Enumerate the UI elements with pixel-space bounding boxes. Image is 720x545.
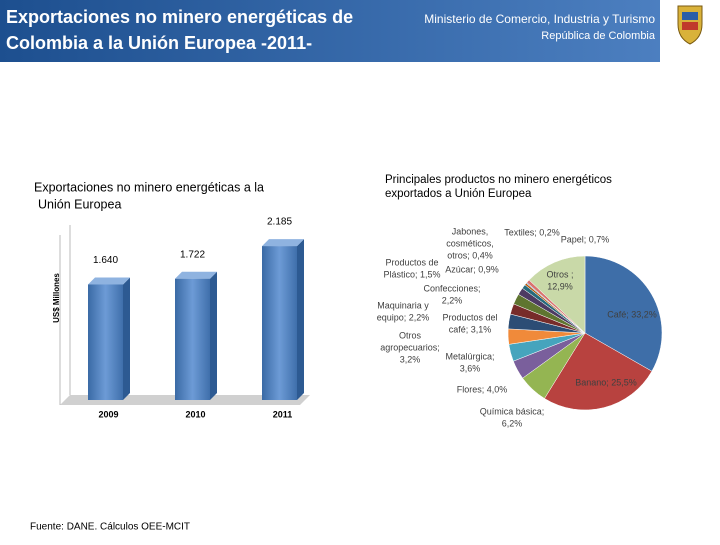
bar [262, 246, 297, 400]
data-label: Textiles; 0,2% [504, 227, 560, 237]
ministry: Ministerio de Comercio, Industria y Turi… [424, 12, 655, 26]
data-label: Metalúrgica; [445, 351, 494, 361]
data-label: Papel; 0,7% [561, 234, 610, 244]
header-band [0, 0, 660, 62]
country: República de Colombia [541, 30, 656, 42]
data-label: 3,2% [400, 354, 421, 364]
data-label: Productos de [385, 257, 438, 267]
bar-top [88, 277, 130, 285]
title: Exportaciones no minero energéticas de [6, 7, 353, 27]
data-label: Flores; 4,0% [457, 384, 508, 394]
emblem [677, 5, 703, 45]
data-label: Maquinaria y [377, 300, 429, 310]
x-tick-label: 2010 [185, 409, 205, 419]
data-label: 3,6% [460, 363, 481, 373]
title: Colombia a la Unión Europea -2011- [6, 33, 312, 53]
footer: Fuente: DANE. Cálculos OEE-MCIT [30, 522, 190, 533]
pie-slice [544, 332, 653, 411]
data-label: cosméticos, [446, 238, 494, 248]
bar-top [262, 239, 304, 247]
value-label: 1.722 [180, 249, 205, 260]
bar [88, 284, 123, 400]
data-label: Química básica; [480, 406, 545, 416]
x-tick-label: 2011 [273, 409, 293, 419]
bar-top [175, 271, 217, 279]
data-label: Banano; 25,5% [575, 377, 637, 387]
data-label: Café; 33,2% [607, 309, 657, 319]
data-label: Otros ; [546, 269, 573, 279]
bar-side [297, 239, 304, 400]
data-label: Plástico; 1,5% [383, 269, 440, 279]
pie-slice [584, 255, 663, 372]
data-label: café; 3,1% [449, 324, 492, 334]
data-label: 6,2% [502, 418, 523, 428]
bar-side [210, 271, 217, 400]
pie-chart-title: Principales productos no minero energéti… [385, 174, 612, 186]
bar-side [123, 277, 130, 400]
bar-chart-title: Exportaciones no minero energéticas a la [34, 180, 264, 194]
y-axis-label: US$ Millones [52, 273, 61, 323]
pie-chart-title: exportados a Unión Europea [385, 188, 532, 200]
data-label: Jabones, [452, 226, 489, 236]
data-label: Otros [399, 330, 422, 340]
value-label: 1.640 [93, 255, 118, 266]
data-label: agropecuarios; [380, 342, 440, 352]
data-label: Productos del [442, 312, 497, 322]
data-label: Azúcar; 0,9% [445, 264, 499, 274]
x-tick-label: 2009 [98, 409, 118, 419]
value-label: 2.185 [267, 217, 292, 228]
data-label: equipo; 2,2% [377, 312, 430, 322]
data-label: 12,9% [547, 281, 573, 291]
data-label: Confecciones; [423, 283, 480, 293]
data-label: otros; 0,4% [447, 250, 493, 260]
pie-slice [528, 255, 586, 334]
bar-chart-title: Unión Europea [38, 197, 121, 211]
bar [175, 278, 210, 400]
data-label: 2,2% [442, 295, 463, 305]
